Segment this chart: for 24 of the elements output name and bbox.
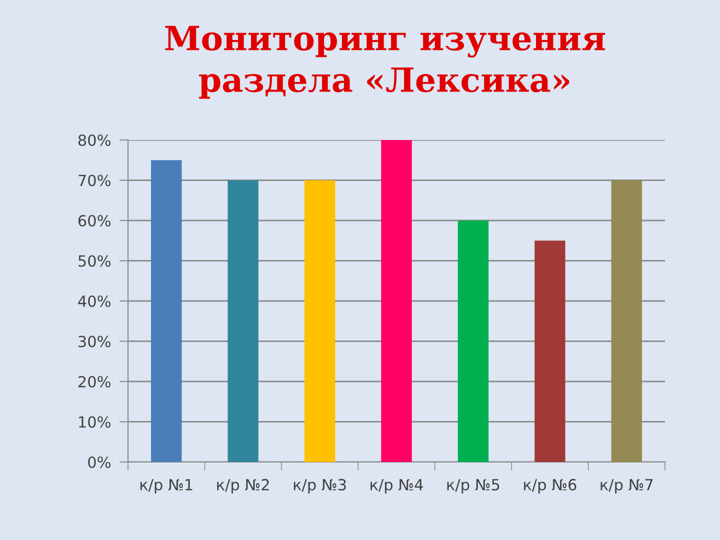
y-tick-label: 50%: [78, 255, 110, 267]
y-tick-label: 60%: [78, 214, 110, 227]
chart-title: Мониторинг изучения раздела «Лексика»: [165, 26, 606, 99]
x-tick-label: к/р №4: [370, 479, 423, 494]
y-tick-label: 0%: [88, 456, 110, 468]
x-tick-label: к/р №7: [600, 479, 653, 494]
x-tick-label: к/р №3: [294, 478, 346, 494]
y-tick-label: 40%: [78, 295, 110, 308]
y-tick-label: 70%: [78, 174, 110, 186]
bar: [151, 160, 182, 462]
bar: [381, 140, 412, 462]
y-tick-label: 80%: [78, 134, 110, 146]
x-tick-label: к/р №1: [140, 479, 192, 494]
y-tick-label: 20%: [78, 376, 110, 388]
y-tick-label: 30%: [78, 336, 110, 348]
bar: [304, 180, 336, 462]
bar: [534, 240, 566, 462]
y-tick-label: 10%: [79, 416, 110, 428]
x-tick-label: к/р №6: [524, 478, 576, 494]
bar: [458, 220, 489, 462]
x-tick-label: к/р №2: [217, 478, 269, 494]
x-tick-label: к/р №5: [447, 479, 500, 494]
bar: [228, 180, 258, 462]
bar: [611, 180, 642, 462]
